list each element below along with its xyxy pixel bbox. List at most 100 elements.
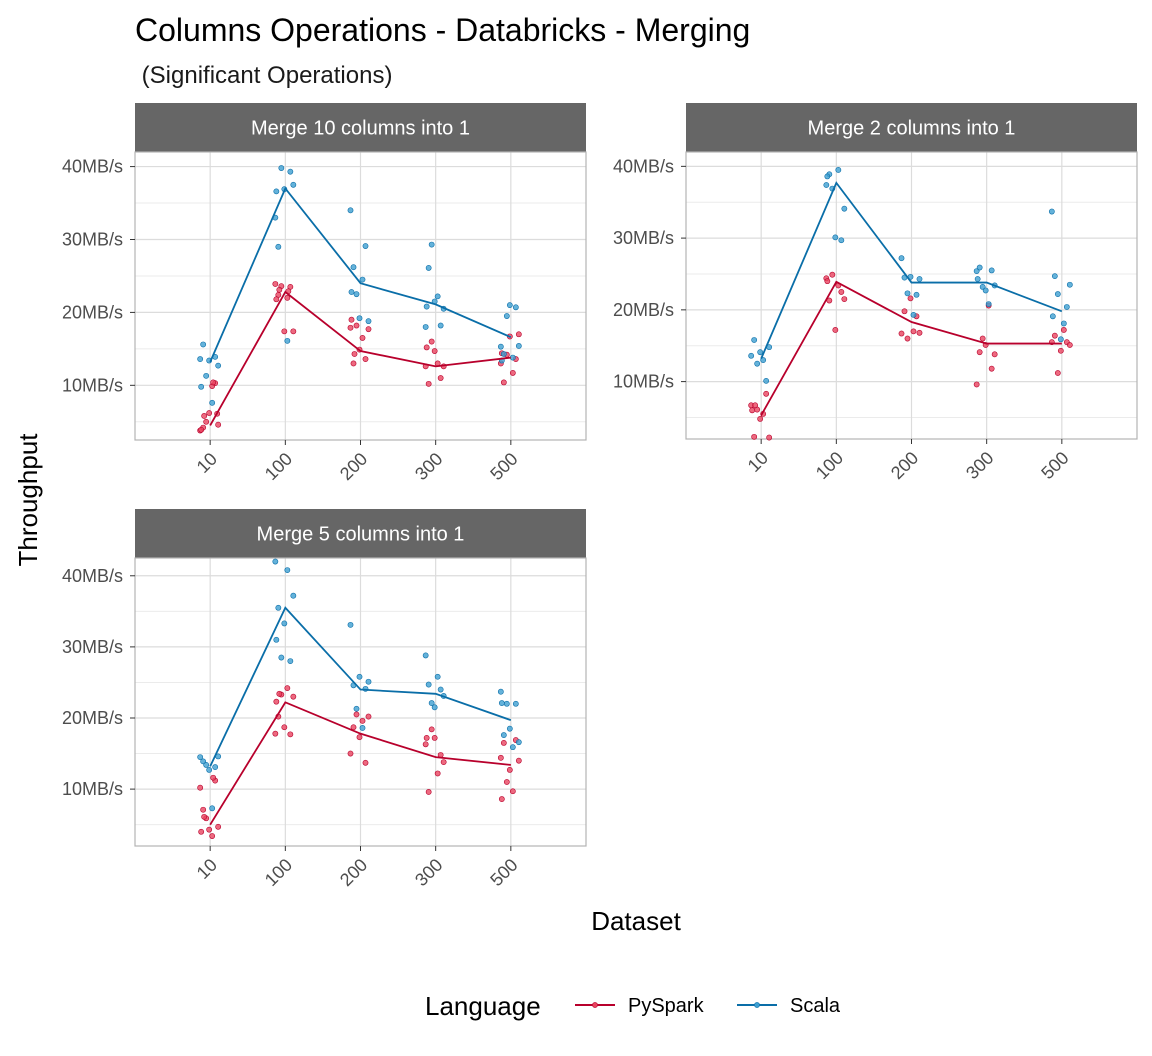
data-point <box>209 399 216 406</box>
data-point <box>751 433 758 440</box>
data-point <box>284 567 291 573</box>
y-tick-label: 10MB/s <box>62 375 123 395</box>
data-point <box>985 301 992 308</box>
legend-entry: PySpark <box>575 995 705 1017</box>
data-point <box>423 344 430 351</box>
legend-label: Scala <box>790 995 841 1017</box>
data-point <box>422 741 429 748</box>
data-point <box>976 264 983 271</box>
data-point <box>362 356 369 362</box>
data-point <box>754 360 761 367</box>
data-point <box>1060 320 1067 327</box>
data-point <box>898 255 905 262</box>
data-point <box>497 754 504 761</box>
x-tick-label: 300 <box>962 448 997 483</box>
data-point <box>422 324 429 330</box>
data-point <box>210 774 217 781</box>
data-point <box>272 558 279 565</box>
data-point <box>428 338 435 345</box>
data-point <box>428 241 435 248</box>
data-point <box>503 779 510 785</box>
y-tick-label: 20MB/s <box>62 708 123 728</box>
data-point <box>273 636 280 643</box>
legend: Language PySpark Scala <box>425 991 841 1021</box>
series-line <box>209 606 512 767</box>
data-point <box>203 762 210 768</box>
data-point <box>284 337 291 344</box>
data-point <box>284 685 291 692</box>
data-point <box>1057 347 1064 354</box>
series-line <box>209 701 511 826</box>
data-point <box>273 188 280 195</box>
data-point <box>350 360 357 367</box>
data-point <box>1048 208 1055 215</box>
data-point <box>287 168 294 175</box>
facet-panel: Merge 5 columns into 1 10MB/s 20MB/s 30MB/s… <box>62 509 587 890</box>
data-point <box>210 379 217 386</box>
y-axis-title: Throughput <box>13 433 43 567</box>
data-point <box>904 290 911 297</box>
data-point <box>347 621 354 628</box>
data-point <box>428 726 435 733</box>
x-tick-label: 500 <box>486 449 521 484</box>
x-tick-label: 200 <box>336 449 371 484</box>
x-tick-label: 10 <box>193 855 221 883</box>
data-point <box>841 205 848 212</box>
data-point <box>749 407 756 414</box>
data-point <box>898 330 905 337</box>
data-point <box>497 343 504 350</box>
data-point <box>916 276 923 282</box>
data-point <box>201 813 208 820</box>
y-tick-label: 20MB/s <box>62 302 123 322</box>
data-point <box>757 349 764 356</box>
data-point <box>215 362 222 369</box>
data-point <box>347 750 354 757</box>
panels: Merge 10 columns into 1 10MB/s 20MB/s 30MB/… <box>62 103 1138 890</box>
data-point <box>215 421 222 428</box>
series-line <box>209 186 512 363</box>
data-point <box>1051 332 1058 339</box>
data-point <box>272 730 279 737</box>
data-point <box>434 673 441 680</box>
data-point <box>290 328 297 335</box>
data-point <box>290 181 297 188</box>
data-point <box>290 693 297 700</box>
x-tick-label: 500 <box>1037 448 1072 483</box>
data-point <box>991 351 998 358</box>
facet-strip-title: Merge 10 columns into 1 <box>251 118 470 140</box>
data-point <box>198 426 205 433</box>
x-tick-label: 300 <box>411 855 446 890</box>
data-point <box>916 329 923 336</box>
y-tick-label: 30MB/s <box>613 228 674 248</box>
data-point <box>823 182 830 188</box>
data-point <box>829 271 836 278</box>
data-point <box>431 704 438 711</box>
data-point <box>988 365 995 372</box>
data-point <box>1054 370 1061 376</box>
data-point <box>910 311 917 318</box>
data-point <box>359 335 366 341</box>
data-point <box>506 302 513 309</box>
data-point <box>348 289 355 295</box>
data-point <box>437 322 444 329</box>
data-point <box>281 328 288 335</box>
data-point <box>212 764 219 770</box>
data-point <box>356 734 363 741</box>
legend-key-point <box>754 1002 760 1008</box>
data-point <box>197 356 204 362</box>
data-point <box>506 767 513 773</box>
data-point <box>509 370 516 376</box>
facet-panel: Merge 2 columns into 1 10MB/s 20MB/s 30MB/s… <box>613 103 1138 483</box>
data-point <box>362 243 369 249</box>
data-point <box>437 686 444 693</box>
data-point <box>1063 304 1070 310</box>
data-point <box>209 805 216 812</box>
x-tick-label: 200 <box>336 855 371 890</box>
data-point <box>356 315 363 322</box>
data-point <box>276 286 283 293</box>
data-point <box>832 234 839 241</box>
data-point <box>1057 336 1064 343</box>
data-point <box>423 735 430 741</box>
data-point <box>365 713 372 720</box>
data-point <box>431 348 438 354</box>
